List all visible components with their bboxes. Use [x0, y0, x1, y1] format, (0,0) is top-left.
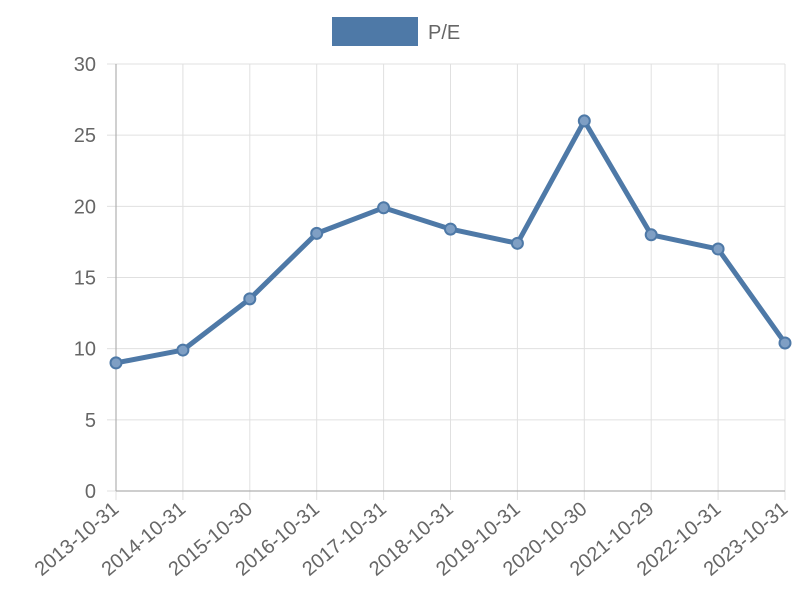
legend-label: P/E: [428, 22, 460, 44]
legend-swatch: [332, 17, 418, 46]
legend[interactable]: P/E: [332, 17, 460, 46]
grid: [107, 63, 786, 500]
y-tick-label: 0: [85, 481, 96, 503]
series-pe: [109, 114, 792, 370]
data-point: [577, 114, 591, 128]
data-point: [243, 292, 257, 306]
y-tick-label: 30: [74, 54, 96, 76]
data-point: [644, 228, 658, 242]
y-tick-label: 15: [74, 268, 96, 290]
y-tick-label: 10: [74, 339, 96, 361]
y-tick-labels: 0 5 10 15 20 25 30: [74, 54, 96, 503]
data-point: [310, 226, 324, 240]
data-point: [778, 336, 792, 350]
y-tick-label: 25: [74, 125, 96, 147]
x-tick-labels: 2013-10-312014-10-312015-10-302016-10-31…: [31, 498, 793, 581]
data-point: [444, 222, 457, 236]
data-point: [711, 242, 725, 256]
y-tick-label: 5: [85, 410, 96, 432]
axes: [115, 64, 785, 492]
data-point: [109, 356, 123, 370]
data-point: [176, 343, 190, 357]
data-point: [377, 201, 391, 215]
data-point: [510, 236, 524, 250]
y-tick-label: 20: [74, 196, 96, 218]
